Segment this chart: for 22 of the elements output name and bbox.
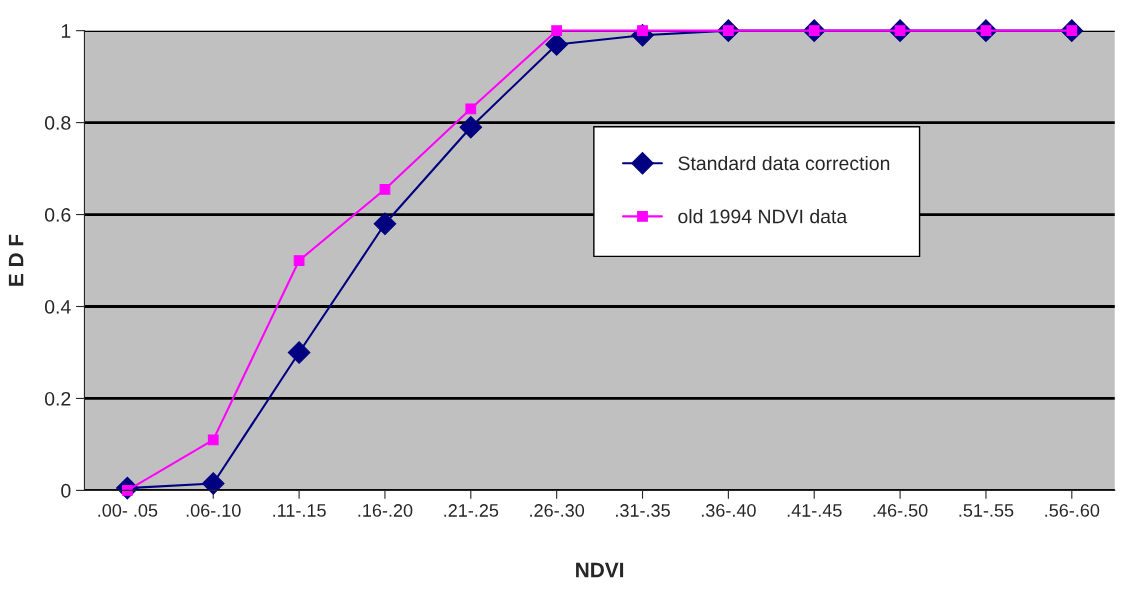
x-tick-label: .26-.30 xyxy=(530,504,585,517)
x-tick-label: .31-.35 xyxy=(616,504,670,517)
x-tick-label: .21-.25 xyxy=(444,504,499,517)
x-tick-label: .56-.60 xyxy=(1045,504,1100,517)
y-tick-label: 0 xyxy=(61,483,71,498)
y-axis-title: E D F xyxy=(8,234,24,286)
y-tick-label: 0.4 xyxy=(44,299,71,314)
y-tick-label: 0.8 xyxy=(44,116,71,130)
x-tick-label: .46-.50 xyxy=(873,504,928,517)
x-tick-label: .11-.15 xyxy=(273,504,326,517)
x-tick-label: .51-.55 xyxy=(959,504,1014,517)
x-tick-label: .41-.45 xyxy=(787,504,842,517)
x-tick-label: .16-.20 xyxy=(358,504,413,517)
y-tick-label: 1 xyxy=(61,24,71,38)
x-axis-title: NDVI xyxy=(576,562,624,578)
y-tick-label: 0.6 xyxy=(44,208,71,222)
legend-label: old 1994 NDVI data xyxy=(678,209,848,224)
y-tick-label: 0.2 xyxy=(44,391,71,406)
legend-label: Standard data correction xyxy=(678,155,890,171)
x-tick-label: .00- .05 xyxy=(98,504,158,517)
x-tick-label: .06-.10 xyxy=(186,504,241,517)
x-tick-label: .36-.40 xyxy=(701,504,756,517)
